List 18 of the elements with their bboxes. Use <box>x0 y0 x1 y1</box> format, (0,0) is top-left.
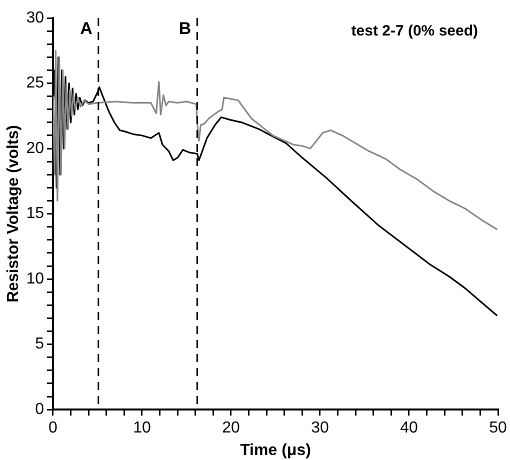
y-tick-label: 20 <box>26 140 44 157</box>
x-tick-label: 30 <box>311 420 329 437</box>
x-tick-label: 10 <box>133 420 151 437</box>
annotation: test 2-7 (0% seed) <box>351 22 478 40</box>
x-tick-label: 20 <box>222 420 240 437</box>
x-tick-label: 0 <box>48 420 58 437</box>
y-tick-label: 25 <box>26 74 44 92</box>
y-tick-label: 0 <box>35 401 44 418</box>
y-tick-label: 10 <box>26 270 44 288</box>
y-tick-label: 15 <box>26 205 44 222</box>
y-tick-label: 5 <box>35 336 44 353</box>
ref-line-label: B <box>178 19 192 38</box>
y-axis-title: Resistor Voltage (volts) <box>5 125 22 303</box>
ref-line-label: A <box>80 19 92 38</box>
x-axis-title: Time (μs) <box>240 442 311 459</box>
y-tick-label: 30 <box>26 9 44 26</box>
x-tick-label: 50 <box>489 420 507 437</box>
x-tick-label: 40 <box>400 420 418 437</box>
